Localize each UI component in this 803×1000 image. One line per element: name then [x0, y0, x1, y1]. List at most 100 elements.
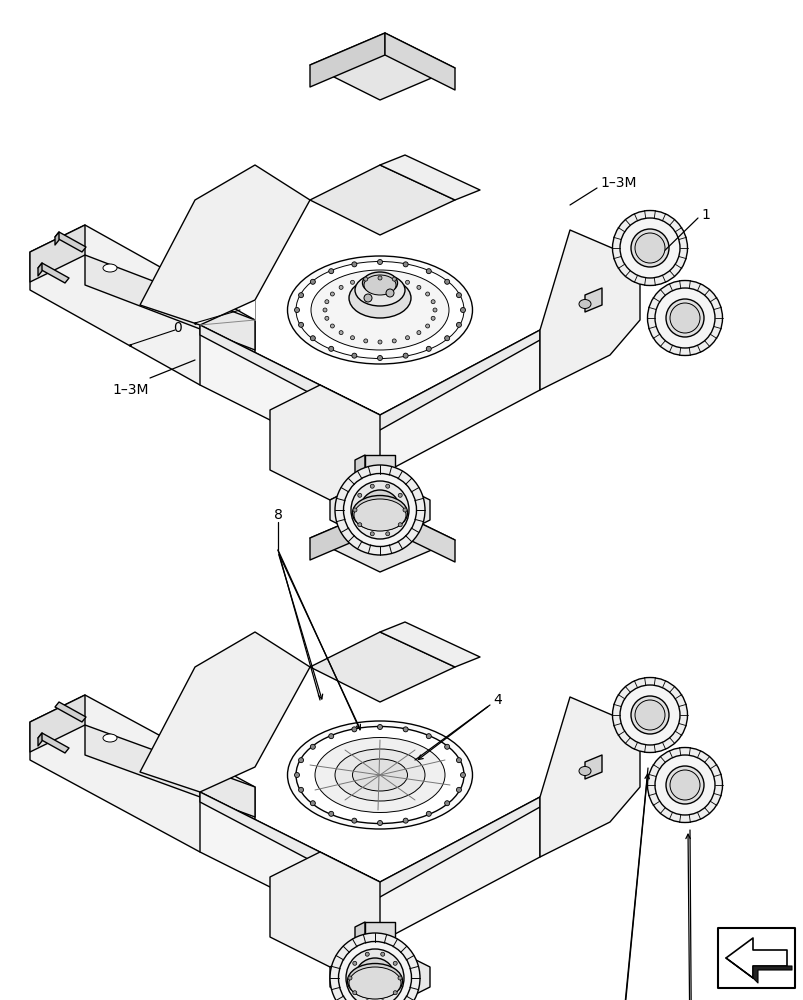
Circle shape — [393, 991, 397, 995]
Ellipse shape — [619, 685, 679, 745]
Circle shape — [328, 269, 333, 274]
Text: 1–3M: 1–3M — [599, 176, 636, 190]
Circle shape — [417, 331, 420, 335]
Polygon shape — [38, 733, 69, 753]
Circle shape — [377, 356, 382, 360]
Ellipse shape — [335, 465, 425, 555]
Polygon shape — [310, 506, 454, 572]
Circle shape — [456, 293, 461, 298]
Ellipse shape — [665, 299, 703, 337]
Polygon shape — [365, 922, 394, 942]
Circle shape — [393, 961, 397, 965]
Polygon shape — [38, 733, 42, 746]
Circle shape — [425, 324, 429, 328]
Circle shape — [402, 262, 408, 267]
Polygon shape — [310, 506, 385, 560]
Polygon shape — [38, 263, 42, 276]
Polygon shape — [270, 385, 380, 500]
Polygon shape — [380, 622, 479, 667]
Circle shape — [392, 277, 396, 281]
Ellipse shape — [315, 738, 444, 812]
Ellipse shape — [360, 490, 400, 530]
Circle shape — [352, 353, 357, 358]
Polygon shape — [355, 922, 365, 947]
Circle shape — [324, 300, 328, 304]
Circle shape — [339, 331, 343, 335]
Ellipse shape — [630, 229, 668, 267]
Polygon shape — [200, 325, 540, 430]
Polygon shape — [329, 942, 430, 1000]
Polygon shape — [140, 632, 310, 792]
Circle shape — [426, 346, 430, 351]
Ellipse shape — [343, 474, 416, 546]
Circle shape — [350, 280, 354, 284]
Circle shape — [352, 262, 357, 267]
Ellipse shape — [103, 264, 117, 272]
Circle shape — [298, 758, 304, 763]
Circle shape — [460, 308, 465, 312]
Polygon shape — [355, 280, 406, 315]
Ellipse shape — [329, 933, 419, 1000]
Circle shape — [330, 324, 334, 328]
Circle shape — [456, 758, 461, 763]
Circle shape — [310, 336, 315, 341]
Polygon shape — [55, 232, 86, 252]
Ellipse shape — [345, 949, 403, 1000]
Ellipse shape — [338, 942, 411, 1000]
Circle shape — [364, 294, 372, 302]
Polygon shape — [200, 792, 540, 942]
Ellipse shape — [646, 748, 722, 822]
Circle shape — [430, 300, 434, 304]
Polygon shape — [725, 958, 791, 983]
Polygon shape — [385, 33, 454, 90]
Circle shape — [402, 508, 406, 512]
Circle shape — [352, 727, 357, 732]
Circle shape — [339, 285, 343, 289]
Polygon shape — [270, 852, 380, 967]
Circle shape — [353, 508, 357, 512]
Circle shape — [330, 292, 334, 296]
Circle shape — [298, 293, 304, 298]
Circle shape — [310, 744, 315, 749]
Circle shape — [392, 339, 396, 343]
Circle shape — [328, 811, 333, 816]
Circle shape — [370, 532, 374, 536]
Ellipse shape — [578, 766, 590, 776]
Ellipse shape — [296, 726, 463, 824]
Ellipse shape — [287, 721, 472, 829]
Text: 1–3M: 1–3M — [112, 383, 149, 397]
Circle shape — [405, 280, 409, 284]
Polygon shape — [365, 455, 394, 475]
Polygon shape — [355, 455, 365, 480]
Circle shape — [397, 523, 402, 527]
Polygon shape — [30, 695, 85, 752]
Circle shape — [397, 976, 402, 980]
Circle shape — [370, 484, 374, 488]
Polygon shape — [30, 225, 255, 385]
Circle shape — [328, 734, 333, 739]
Circle shape — [363, 339, 367, 343]
Ellipse shape — [103, 734, 117, 742]
Text: 0: 0 — [173, 321, 182, 335]
Circle shape — [426, 734, 430, 739]
Circle shape — [634, 233, 664, 263]
Circle shape — [402, 818, 408, 823]
Polygon shape — [585, 755, 601, 779]
Ellipse shape — [654, 288, 714, 348]
Circle shape — [350, 336, 354, 340]
Circle shape — [363, 277, 367, 281]
Circle shape — [426, 269, 430, 274]
Circle shape — [669, 303, 699, 333]
Polygon shape — [85, 255, 255, 350]
Polygon shape — [540, 230, 639, 390]
Circle shape — [460, 772, 465, 778]
Circle shape — [417, 285, 420, 289]
Circle shape — [425, 292, 429, 296]
Circle shape — [456, 787, 461, 792]
Circle shape — [444, 801, 449, 806]
Polygon shape — [30, 225, 85, 282]
Circle shape — [310, 801, 315, 806]
Circle shape — [377, 259, 382, 264]
Ellipse shape — [619, 218, 679, 278]
Circle shape — [433, 308, 437, 312]
